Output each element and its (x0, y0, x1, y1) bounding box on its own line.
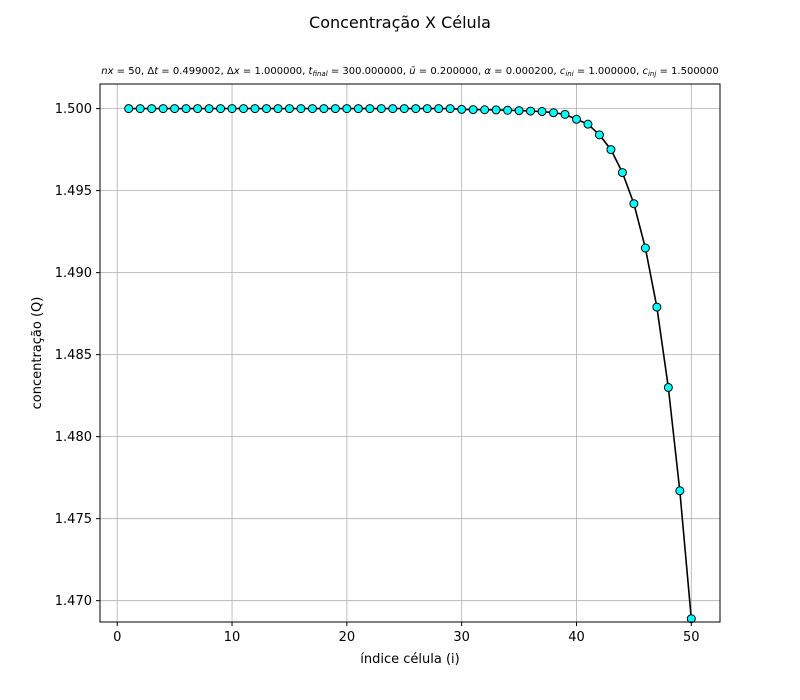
data-point (617, 168, 627, 178)
data-point (434, 104, 444, 114)
ticks: 0 10 20 30 40 50 1.470 1.475 1.480 1.485 1.490 1.49… (55, 102, 700, 645)
x-tick-label: 10 (224, 630, 241, 645)
plot-frame (99, 83, 721, 623)
data-point (135, 104, 145, 114)
subtitle-c-inj: 1.500000 (671, 66, 719, 77)
data-point (124, 104, 134, 114)
data-point (560, 109, 570, 119)
data-point (284, 104, 294, 114)
y-tick-label: 1.485 (55, 348, 92, 363)
data-point (296, 104, 306, 114)
data-point (227, 104, 237, 114)
data-point (629, 199, 639, 209)
subtitle-u: 0.200000 (430, 66, 478, 77)
subtitle-alpha: 0.000200 (506, 66, 554, 77)
subtitle-dx: 1.000000 (254, 66, 302, 77)
data-point (216, 104, 226, 114)
series (124, 104, 696, 624)
x-tick-label: 50 (683, 630, 700, 645)
data-point (686, 614, 696, 624)
data-point (193, 104, 203, 114)
y-tick-label: 1.480 (55, 430, 92, 445)
data-point (170, 104, 180, 114)
y-tick-label: 1.500 (55, 102, 92, 117)
data-point (399, 104, 409, 114)
data-point (422, 104, 432, 114)
data-point (319, 104, 329, 114)
subtitle-c-ini: 1.000000 (588, 66, 636, 77)
data-point (583, 119, 593, 129)
data-point (376, 104, 386, 114)
data-point (537, 107, 547, 117)
data-point (503, 105, 513, 115)
chart-subtitle: nx = 50, Δt = 0.499002, Δx = 1.000000, t… (101, 66, 719, 78)
subtitle-nx: 50 (128, 66, 141, 77)
data-point (640, 243, 650, 253)
data-point (388, 104, 398, 114)
x-axis-label: índice célula (i) (360, 652, 459, 667)
data-point (652, 302, 662, 312)
data-point (330, 104, 340, 114)
data-point (606, 145, 616, 155)
series-line (128, 107, 693, 619)
data-point (181, 104, 191, 114)
data-point (594, 130, 604, 140)
data-point (468, 105, 478, 115)
y-tick-label: 1.495 (55, 184, 92, 199)
data-point (158, 104, 168, 114)
data-point (204, 104, 214, 114)
data-point (480, 105, 490, 115)
y-axis-label: concentração (Q) (30, 297, 45, 410)
y-tick-label: 1.470 (55, 594, 92, 609)
subtitle-dt: 0.499002 (173, 66, 221, 77)
data-point (261, 104, 271, 114)
data-point (365, 104, 375, 114)
data-point (526, 106, 536, 116)
data-point (514, 106, 524, 116)
x-tick-label: 40 (568, 630, 585, 645)
data-point (675, 486, 685, 496)
data-point (445, 104, 455, 114)
x-tick-label: 30 (453, 630, 470, 645)
data-point (239, 104, 249, 114)
data-point (147, 104, 157, 114)
data-point (307, 104, 317, 114)
data-point (250, 104, 260, 114)
data-point (571, 114, 581, 124)
data-point (491, 105, 501, 115)
chart-title: Concentração X Célula (309, 13, 491, 32)
y-tick-label: 1.475 (55, 512, 92, 527)
x-tick-label: 20 (339, 630, 356, 645)
data-point (411, 104, 421, 114)
data-point (549, 108, 559, 118)
data-point (273, 104, 283, 114)
data-point (457, 104, 467, 114)
grid (100, 84, 720, 622)
data-point (663, 382, 673, 392)
x-tick-label: 0 (113, 630, 121, 645)
data-point (342, 104, 352, 114)
data-point (353, 104, 363, 114)
y-tick-label: 1.490 (55, 266, 92, 281)
subtitle-t-final: 300.000000 (342, 66, 402, 77)
